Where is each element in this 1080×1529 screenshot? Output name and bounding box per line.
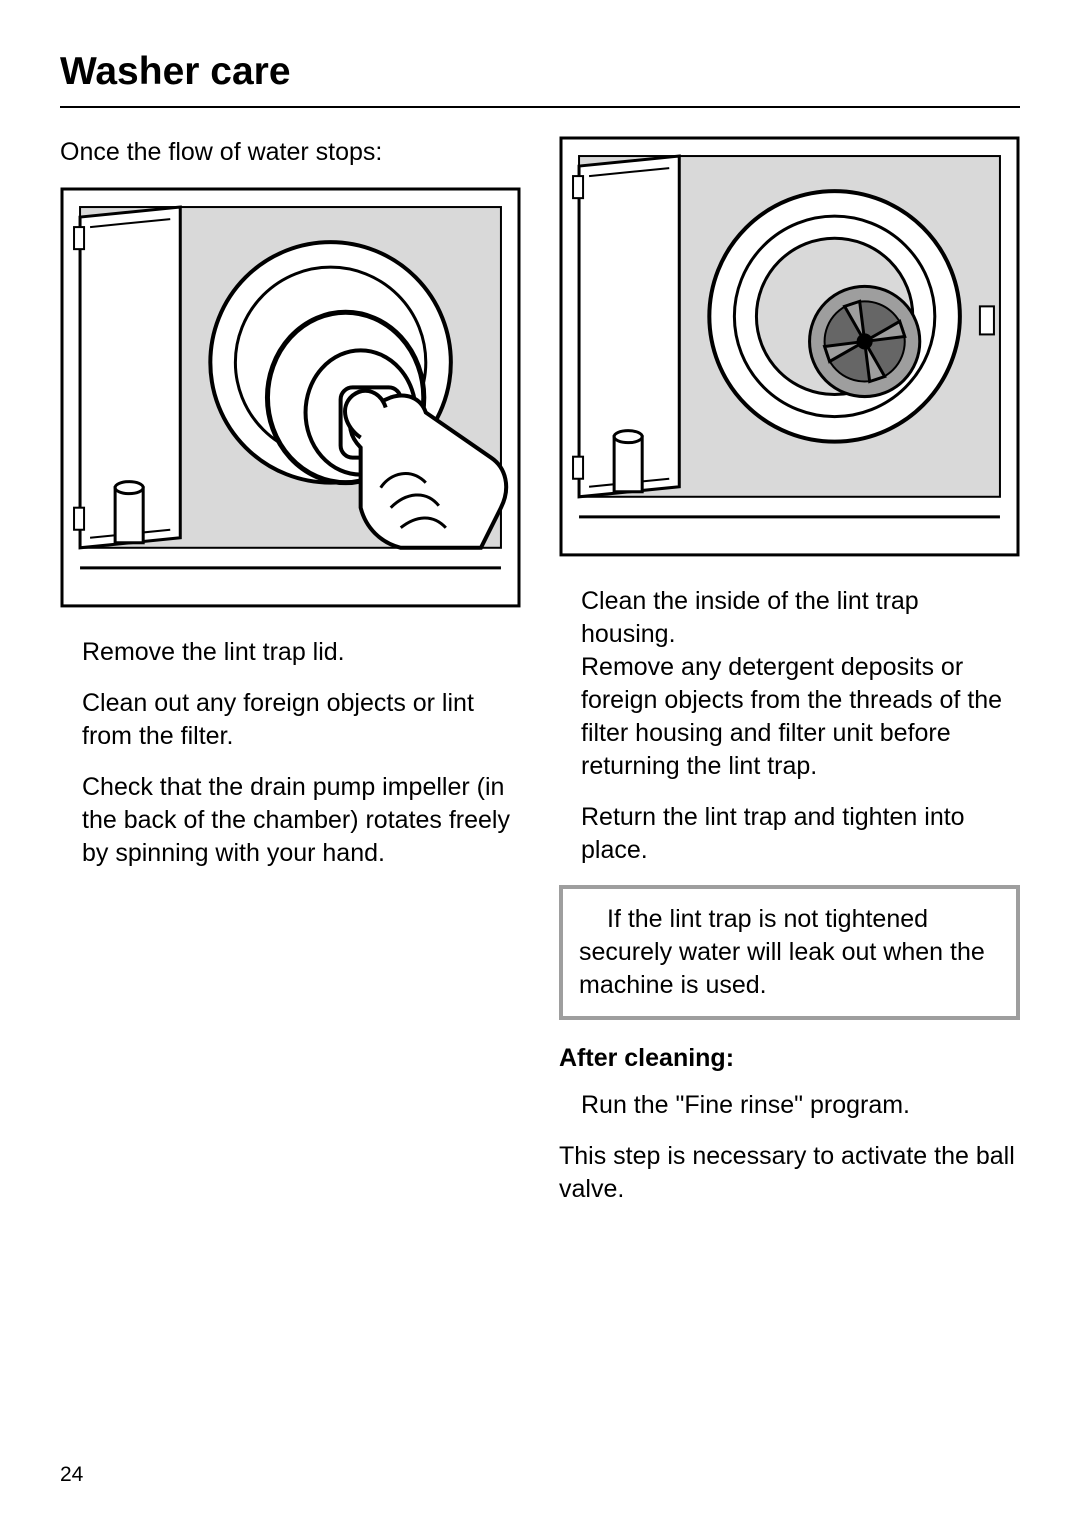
- page-title: Washer care: [60, 50, 1020, 108]
- step-text: Return the lint trap and tighten into pl…: [559, 801, 1020, 867]
- callout-text: If the lint trap is not tightened secure…: [579, 903, 1000, 1002]
- right-column: Clean the inside of the lint trap housin…: [559, 136, 1020, 1224]
- step-text: Run the "Fine rinse" program.: [559, 1089, 1020, 1122]
- body-text: This step is necessary to activate the b…: [559, 1140, 1020, 1206]
- page-number: 24: [60, 1463, 83, 1487]
- subheading: After cleaning:: [559, 1042, 1020, 1075]
- figure-remove-lint-trap: [60, 187, 521, 608]
- intro-text: Once the flow of water stops:: [60, 136, 521, 169]
- step-text: Remove the lint trap lid.: [60, 636, 521, 669]
- manual-page: Washer care Once the flow of water stops…: [0, 0, 1080, 1529]
- step-text: Check that the drain pump impeller (in t…: [60, 771, 521, 870]
- two-column-layout: Once the flow of water stops:: [60, 136, 1020, 1224]
- figure-impeller-view: [559, 136, 1020, 557]
- step-text: Clean out any foreign objects or lint fr…: [60, 687, 521, 753]
- left-column: Once the flow of water stops:: [60, 136, 521, 1224]
- warning-callout: If the lint trap is not tightened secure…: [559, 885, 1020, 1020]
- step-text: Clean the inside of the lint trap housin…: [559, 585, 1020, 783]
